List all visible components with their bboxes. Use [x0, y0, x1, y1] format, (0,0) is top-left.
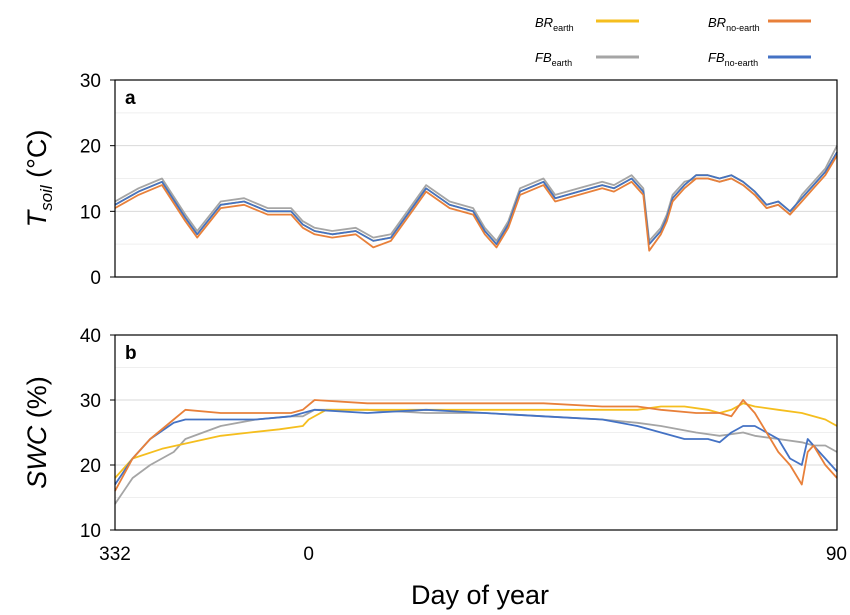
plot-frame: [114, 79, 838, 278]
x-axis-title: Day of year: [411, 580, 549, 610]
y-tick-label: 0: [90, 268, 101, 289]
y-tick-label: 20: [80, 137, 101, 158]
legend: BRearth BRno-earth FBearth FBno-earth: [535, 15, 811, 68]
series-line: [114, 408, 838, 505]
panel-a: 0 10 20 30 a Tsoil (°C): [22, 71, 838, 289]
panel-b: 10 20 30 40 b SWC (%): [22, 326, 838, 542]
series-line: [114, 399, 838, 492]
plot-frame: [114, 334, 838, 531]
legend-label: FBearth: [535, 50, 572, 68]
y-tick-label: 10: [80, 521, 101, 542]
y-tick-label: 30: [80, 71, 101, 92]
legend-label: BRno-earth: [708, 15, 760, 33]
series-line: [114, 155, 838, 252]
x-axis-ticks: 332 0 90: [99, 544, 847, 565]
y-axis-title: SWC (%): [22, 376, 52, 489]
panel-letter: b: [125, 343, 137, 364]
y-axis-title: Tsoil (°C): [22, 130, 56, 228]
y-tick-label: 10: [80, 202, 101, 223]
panel-letter: a: [125, 88, 136, 109]
x-tick-label: 332: [99, 544, 131, 565]
series-line: [114, 402, 838, 479]
x-tick-label: 0: [303, 544, 314, 565]
x-tick-label: 90: [826, 544, 847, 565]
y-tick-label: 30: [80, 391, 101, 412]
series-line: [114, 151, 838, 246]
series-line: [114, 151, 838, 246]
legend-label: BRearth: [535, 15, 574, 33]
y-tick-label: 40: [80, 326, 101, 347]
legend-label: FBno-earth: [708, 50, 758, 68]
series-line: [114, 408, 838, 486]
y-tick-label: 20: [80, 456, 101, 477]
series-line: [114, 145, 838, 242]
